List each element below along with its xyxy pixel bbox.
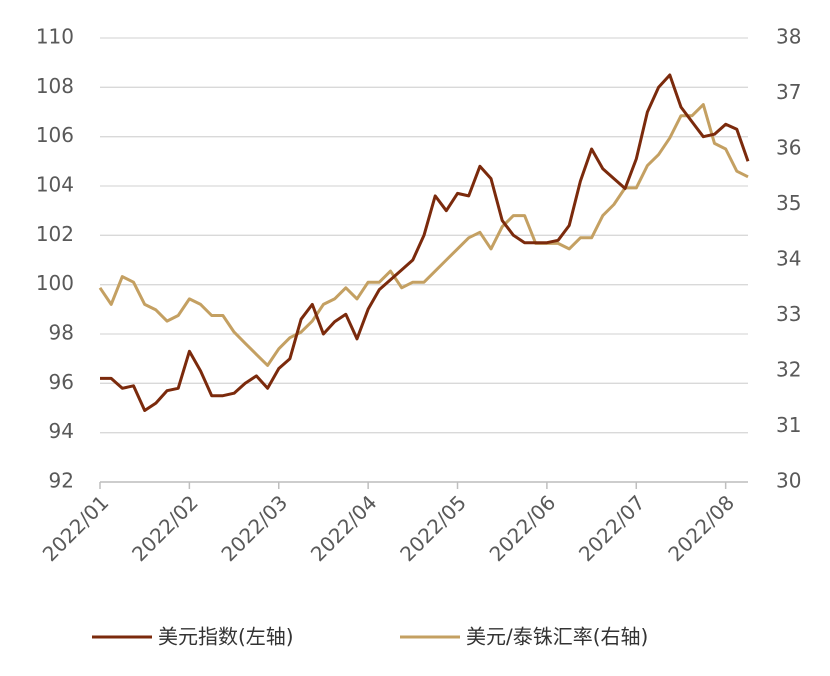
x-tick-label: 2022/06 [485,490,561,566]
series-line [100,73,750,412]
y-tick-label: 106 [36,123,74,147]
legend-label: 美元指数(左轴) [158,625,294,649]
x-tick-label: 2022/07 [574,490,650,566]
y-tick-label: 104 [36,173,74,197]
y2-tick-label: 36 [776,136,801,160]
x-tick-label: 2022/05 [395,490,471,566]
y-tick-label: 96 [49,370,74,394]
legend-label: 美元/泰铢汇率(右轴) [466,625,648,649]
y2-tick-label: 31 [776,413,801,437]
x-tick-label: 2022/04 [306,490,382,566]
y-tick-label: 94 [49,419,74,443]
y-tick-label: 102 [36,222,74,246]
x-tick-label: 2022/03 [216,490,292,566]
x-tick-label: 2022/02 [127,490,203,566]
y2-tick-label: 35 [776,191,801,215]
series-line [98,103,749,367]
x-tick-label: 2022/01 [38,490,114,566]
y2-tick-label: 34 [776,247,801,271]
x-tick-label: 2022/08 [663,490,739,566]
y-tick-label: 98 [49,321,74,345]
y-tick-label: 110 [36,25,74,49]
y2-tick-label: 37 [776,80,801,104]
y-tick-label: 92 [49,469,74,493]
y2-tick-label: 32 [776,358,801,382]
y2-tick-label: 38 [776,25,801,49]
y-tick-label: 100 [36,271,74,295]
y2-tick-label: 33 [776,302,801,326]
y-tick-label: 108 [36,74,74,98]
y2-tick-label: 30 [776,469,801,493]
